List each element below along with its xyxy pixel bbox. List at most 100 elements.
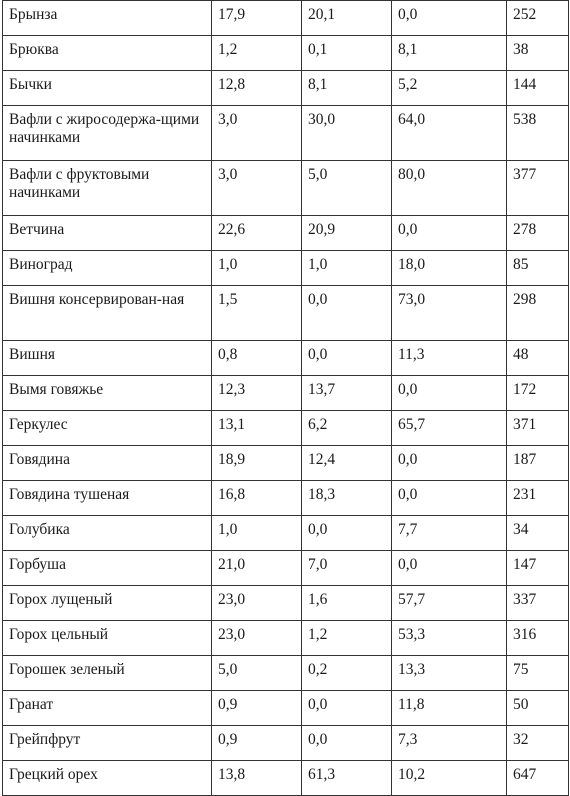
kcal-cell: 187 — [506, 445, 569, 481]
product-name-cell: Вафли с фруктовыми начинками — [2, 160, 212, 216]
product-name-cell: Горох цельный — [2, 620, 212, 656]
carbs-cell: 0,0 — [391, 0, 507, 36]
carbs-cell: 5,2 — [391, 70, 507, 106]
product-name-cell: Горошек зеленый — [2, 655, 212, 691]
protein-cell: 1,0 — [211, 250, 302, 286]
fat-cell: 8,1 — [301, 70, 392, 106]
carbs-cell: 11,3 — [391, 340, 507, 376]
fat-cell: 12,4 — [301, 445, 392, 481]
kcal-cell: 172 — [506, 375, 569, 411]
kcal-cell: 278 — [506, 215, 569, 251]
fat-cell: 0,0 — [301, 340, 392, 376]
table-row: Вафли с жиросодержа-щими начинками 3,0 3… — [2, 105, 569, 161]
table-row: Говядина тушеная 16,8 18,3 0,0 231 — [2, 480, 569, 516]
carbs-cell: 0,0 — [391, 550, 507, 586]
protein-cell: 18,9 — [211, 445, 302, 481]
table-row: Голубика 1,0 0,0 7,7 34 — [2, 515, 569, 551]
product-name-cell: Горох лущеный — [2, 585, 212, 621]
table-row: Говядина 18,9 12,4 0,0 187 — [2, 445, 569, 481]
kcal-cell: 85 — [506, 250, 569, 286]
product-name-cell: Говядина — [2, 445, 212, 481]
carbs-cell: 0,0 — [391, 215, 507, 251]
carbs-cell: 0,0 — [391, 445, 507, 481]
protein-cell: 13,1 — [211, 410, 302, 446]
product-name-cell: Вишня — [2, 340, 212, 376]
table-row: Геркулес 13,1 6,2 65,7 371 — [2, 410, 569, 446]
protein-cell: 1,0 — [211, 515, 302, 551]
table-row: Грейпфрут 0,9 0,0 7,3 32 — [2, 725, 569, 761]
fat-cell: 0,0 — [301, 515, 392, 551]
table-row: Вымя говяжье 12,3 13,7 0,0 172 — [2, 375, 569, 411]
carbs-cell: 73,0 — [391, 285, 507, 341]
protein-cell: 23,0 — [211, 585, 302, 621]
kcal-cell: 34 — [506, 515, 569, 551]
product-name-cell: Геркулес — [2, 410, 212, 446]
carbs-cell: 80,0 — [391, 160, 507, 216]
product-name-cell: Вымя говяжье — [2, 375, 212, 411]
fat-cell: 0,0 — [301, 285, 392, 341]
product-name-cell: Говядина тушеная — [2, 480, 212, 516]
kcal-cell: 144 — [506, 70, 569, 106]
kcal-cell: 75 — [506, 655, 569, 691]
product-name-cell: Гранат — [2, 690, 212, 726]
protein-cell: 21,0 — [211, 550, 302, 586]
kcal-cell: 647 — [506, 760, 569, 796]
protein-cell: 17,9 — [211, 0, 302, 36]
fat-cell: 1,2 — [301, 620, 392, 656]
protein-cell: 5,0 — [211, 655, 302, 691]
protein-cell: 1,2 — [211, 35, 302, 71]
carbs-cell: 53,3 — [391, 620, 507, 656]
carbs-cell: 7,3 — [391, 725, 507, 761]
kcal-cell: 371 — [506, 410, 569, 446]
product-name-cell: Виноград — [2, 250, 212, 286]
table-row: Брюква 1,2 0,1 8,1 38 — [2, 35, 569, 71]
table-row: Бычки 12,8 8,1 5,2 144 — [2, 70, 569, 106]
product-name-cell: Брюква — [2, 35, 212, 71]
kcal-cell: 48 — [506, 340, 569, 376]
carbs-cell: 57,7 — [391, 585, 507, 621]
protein-cell: 22,6 — [211, 215, 302, 251]
carbs-cell: 64,0 — [391, 105, 507, 161]
protein-cell: 0,9 — [211, 690, 302, 726]
kcal-cell: 377 — [506, 160, 569, 216]
table-row: Горбуша 21,0 7,0 0,0 147 — [2, 550, 569, 586]
table-row: Горох лущеный 23,0 1,6 57,7 337 — [2, 585, 569, 621]
fat-cell: 1,0 — [301, 250, 392, 286]
carbs-cell: 10,2 — [391, 760, 507, 796]
fat-cell: 0,1 — [301, 35, 392, 71]
product-name-cell: Бычки — [2, 70, 212, 106]
fat-cell: 30,0 — [301, 105, 392, 161]
product-name-cell: Грейпфрут — [2, 725, 212, 761]
table-row: Виноград 1,0 1,0 18,0 85 — [2, 250, 569, 286]
kcal-cell: 231 — [506, 480, 569, 516]
fat-cell: 20,1 — [301, 0, 392, 36]
table-row: Брынза 17,9 20,1 0,0 252 — [2, 0, 569, 36]
protein-cell: 23,0 — [211, 620, 302, 656]
kcal-cell: 32 — [506, 725, 569, 761]
product-name-cell: Горбуша — [2, 550, 212, 586]
table-row: Ветчина 22,6 20,9 0,0 278 — [2, 215, 569, 251]
carbs-cell: 13,3 — [391, 655, 507, 691]
table-row: Гранат 0,9 0,0 11,8 50 — [2, 690, 569, 726]
protein-cell: 13,8 — [211, 760, 302, 796]
fat-cell: 0,0 — [301, 725, 392, 761]
protein-cell: 1,5 — [211, 285, 302, 341]
table-row: Горох цельный 23,0 1,2 53,3 316 — [2, 620, 569, 656]
fat-cell: 7,0 — [301, 550, 392, 586]
fat-cell: 0,0 — [301, 690, 392, 726]
carbs-cell: 18,0 — [391, 250, 507, 286]
protein-cell: 0,8 — [211, 340, 302, 376]
fat-cell: 13,7 — [301, 375, 392, 411]
product-name-cell: Вафли с жиросодержа-щими начинками — [2, 105, 212, 161]
fat-cell: 6,2 — [301, 410, 392, 446]
product-name-cell: Грецкий орех — [2, 760, 212, 796]
kcal-cell: 38 — [506, 35, 569, 71]
table-row: Вишня 0,8 0,0 11,3 48 — [2, 340, 569, 376]
carbs-cell: 8,1 — [391, 35, 507, 71]
kcal-cell: 50 — [506, 690, 569, 726]
fat-cell: 18,3 — [301, 480, 392, 516]
protein-cell: 12,8 — [211, 70, 302, 106]
kcal-cell: 252 — [506, 0, 569, 36]
protein-cell: 3,0 — [211, 105, 302, 161]
